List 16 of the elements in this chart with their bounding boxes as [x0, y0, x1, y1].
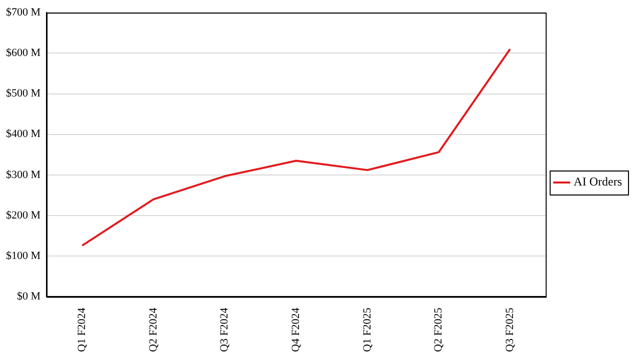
y-tick-label: $400 M	[6, 128, 41, 140]
x-tick-label: Q4 F2024	[290, 307, 302, 352]
y-tick-label: $500 M	[6, 88, 41, 100]
y-tick-label: $0 M	[17, 290, 41, 303]
x-tick-label: Q1 F2025	[361, 307, 374, 352]
x-tick-label: Q2 F2024	[147, 307, 160, 352]
x-tick-label: Q1 F2024	[76, 307, 88, 352]
y-tick-label: $100 M	[6, 250, 41, 262]
y-tick-label: $200 M	[6, 209, 41, 222]
x-tick-label: Q2 F2025	[432, 307, 445, 352]
x-tick-label: Q3 F2025	[504, 307, 516, 352]
y-tick-label: $700 M	[6, 6, 41, 18]
y-tick-label: $300 M	[6, 168, 41, 181]
x-tick-label: Q3 F2024	[218, 307, 231, 352]
y-tick-label: $600 M	[6, 47, 41, 60]
legend-label: AI Orders	[574, 174, 622, 189]
